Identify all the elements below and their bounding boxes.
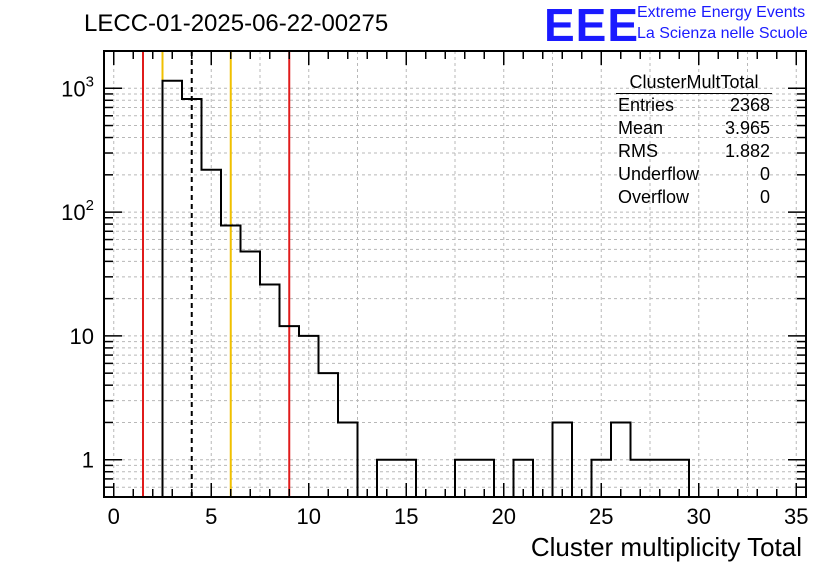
stats-label: Entries — [618, 95, 675, 115]
stats-value: 0 — [759, 164, 770, 184]
run-title: LECC-01-2025-06-22-00275 — [84, 10, 389, 37]
stats-label: Mean — [618, 118, 664, 138]
plot-frame — [103, 50, 807, 498]
logo-line-2: La Scienza nelle Scuole — [637, 25, 808, 42]
stats-row-mean: Mean 3.965 — [612, 117, 778, 140]
stats-value: 1.882 — [724, 141, 770, 161]
y-tick-label: 103 — [61, 73, 94, 101]
stats-value: 3.965 — [724, 118, 770, 138]
stats-name: ClusterMultTotal — [616, 72, 772, 94]
histogram-bar — [163, 81, 183, 497]
logo-line-1: Extreme Energy Events — [637, 4, 806, 21]
stats-box: ClusterMultTotal Entries 2368 Mean 3.965… — [612, 72, 778, 209]
stats-value: 0 — [759, 187, 770, 207]
x-tick-label: 10 — [297, 504, 321, 529]
x-tick-label: 5 — [205, 504, 217, 529]
stats-label: Underflow — [618, 164, 700, 184]
stats-row-overflow: Overflow 0 — [612, 186, 778, 209]
x-tick-label: 25 — [589, 504, 613, 529]
x-axis-title: Cluster multiplicity Total — [530, 532, 802, 562]
y-tick-label: 1 — [82, 448, 94, 473]
histogram-outline — [161, 79, 690, 498]
x-tick-label: 30 — [687, 504, 711, 529]
x-tick-label: 0 — [108, 504, 120, 529]
eee-logo: EEE — [544, 0, 640, 51]
stats-label: RMS — [618, 141, 658, 161]
x-tick-label: 20 — [492, 504, 516, 529]
stats-label: Overflow — [618, 187, 690, 207]
y-tick-label: 10 — [70, 324, 94, 349]
stats-row-underflow: Underflow 0 — [612, 163, 778, 186]
x-tick-label: 15 — [394, 504, 418, 529]
y-tick-label: 102 — [61, 197, 94, 225]
stats-value: 2368 — [729, 95, 770, 115]
stats-row-rms: RMS 1.882 — [612, 140, 778, 163]
stats-row-entries: Entries 2368 — [612, 94, 778, 117]
x-tick-label: 35 — [784, 504, 808, 529]
